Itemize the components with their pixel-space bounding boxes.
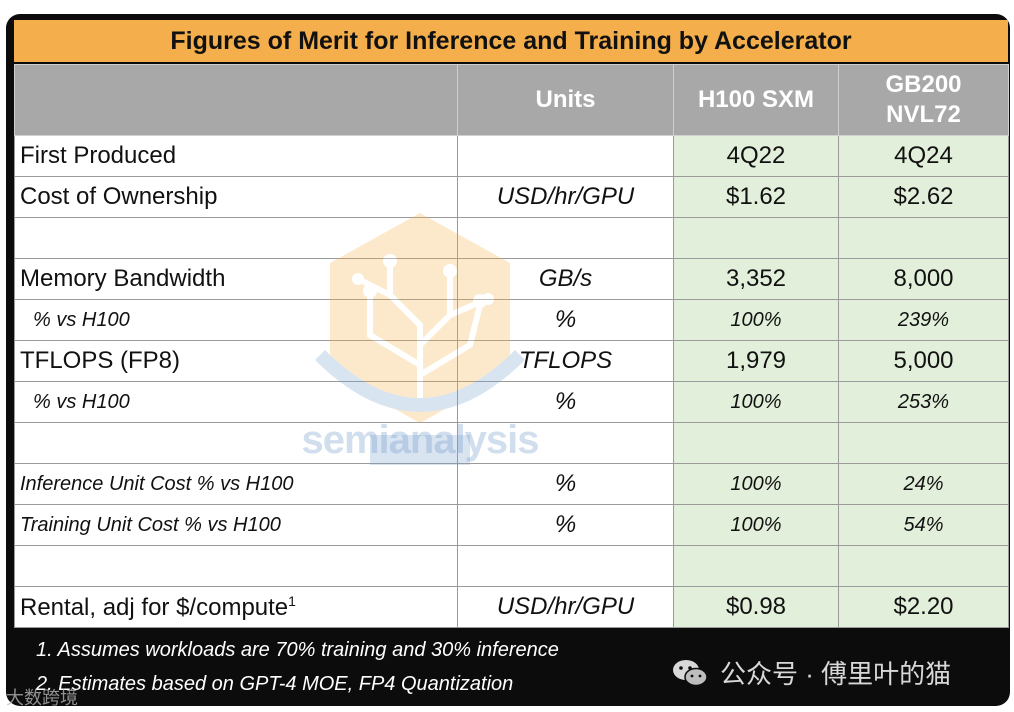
wechat-account-label: 公众号 · 傅里叶的猫	[672, 654, 951, 691]
gb200-value: 253%	[838, 381, 1009, 423]
metric-cell: % vs H100	[14, 381, 458, 423]
gb200-value	[838, 217, 1009, 259]
gb200-value	[838, 422, 1009, 464]
gb200-value: 24%	[838, 463, 1009, 505]
gb200-value: 4Q24	[838, 135, 1009, 177]
unit-cell	[457, 217, 674, 259]
gb200-value: 8,000	[838, 258, 1009, 300]
header-row: Units H100 SXM GB200 NVL72	[14, 64, 1009, 136]
header-gb200: GB200 NVL72	[838, 64, 1009, 136]
metric-cell: Rental, adj for $/compute1	[14, 586, 458, 628]
h100-value: $0.98	[673, 586, 839, 628]
h100-value	[673, 422, 839, 464]
table-row: Training Unit Cost % vs H100 % 100% 54%	[14, 504, 1009, 546]
gb200-value: $2.62	[838, 176, 1009, 218]
h100-value	[673, 217, 839, 259]
table-title: Figures of Merit for Inference and Train…	[14, 20, 1008, 62]
table-row: Inference Unit Cost % vs H100 % 100% 24%	[14, 463, 1009, 505]
h100-value: 100%	[673, 381, 839, 423]
unit-cell: TFLOPS	[457, 340, 674, 382]
header-gb200-line1: GB200	[885, 71, 962, 98]
merit-table: Units H100 SXM GB200 NVL72 First Produce…	[14, 64, 1009, 628]
unit-cell: %	[457, 299, 674, 341]
table-row: TFLOPS (FP8) TFLOPS 1,979 5,000	[14, 340, 1009, 382]
unit-cell	[457, 135, 674, 177]
header-gb200-line2: NVL72	[886, 101, 961, 128]
metric-cell: % vs H100	[14, 299, 458, 341]
unit-cell: %	[457, 381, 674, 423]
gb200-value: 54%	[838, 504, 1009, 546]
metric-cell: Inference Unit Cost % vs H100	[14, 463, 458, 505]
unit-cell: %	[457, 463, 674, 505]
h100-value: 100%	[673, 299, 839, 341]
unit-cell	[457, 422, 674, 464]
table-row: Memory Bandwidth GB/s 3,352 8,000	[14, 258, 1009, 300]
spacer-row	[14, 545, 1009, 587]
metric-cell	[14, 422, 458, 464]
h100-value: 100%	[673, 504, 839, 546]
footnote-1: 1. Assumes workloads are 70% training an…	[36, 639, 559, 661]
unit-cell: %	[457, 504, 674, 546]
h100-value	[673, 545, 839, 587]
spacer-row	[14, 217, 1009, 259]
gb200-value: 239%	[838, 299, 1009, 341]
h100-value: $1.62	[673, 176, 839, 218]
footnote-2: 2. Estimates based on GPT-4 MOE, FP4 Qua…	[36, 673, 514, 695]
table-row: First Produced 4Q22 4Q24	[14, 135, 1009, 177]
header-units: Units	[457, 64, 674, 136]
wechat-label-text: 公众号 · 傅里叶的猫	[720, 659, 952, 689]
corner-watermark: 大数跨境	[6, 688, 78, 708]
metric-cell	[14, 217, 458, 259]
header-blank	[14, 64, 458, 136]
table-row: Cost of Ownership USD/hr/GPU $1.62 $2.62	[14, 176, 1009, 218]
wechat-icon	[673, 659, 708, 686]
metric-cell: Training Unit Cost % vs H100	[14, 504, 458, 546]
metric-cell: Cost of Ownership	[14, 176, 458, 218]
unit-cell: USD/hr/GPU	[457, 176, 674, 218]
unit-cell	[457, 545, 674, 587]
h100-value: 4Q22	[673, 135, 839, 177]
table-row: % vs H100 % 100% 239%	[14, 299, 1009, 341]
metric-cell: TFLOPS (FP8)	[14, 340, 458, 382]
gb200-value: $2.20	[838, 586, 1009, 628]
gb200-value	[838, 545, 1009, 587]
unit-cell: GB/s	[457, 258, 674, 300]
h100-value: 1,979	[673, 340, 839, 382]
unit-cell: USD/hr/GPU	[457, 586, 674, 628]
metric-cell: Memory Bandwidth	[14, 258, 458, 300]
header-h100: H100 SXM	[673, 64, 839, 136]
table-row: Rental, adj for $/compute1 USD/hr/GPU $0…	[14, 586, 1009, 628]
metric-cell: First Produced	[14, 135, 458, 177]
table-row: % vs H100 % 100% 253%	[14, 381, 1009, 423]
metric-text: Rental, adj for $/compute	[20, 593, 289, 621]
gb200-value: 5,000	[838, 340, 1009, 382]
h100-value: 100%	[673, 463, 839, 505]
h100-value: 3,352	[673, 258, 839, 300]
metric-cell	[14, 545, 458, 587]
spacer-row	[14, 422, 1009, 464]
footnote-marker: 1	[288, 592, 296, 609]
